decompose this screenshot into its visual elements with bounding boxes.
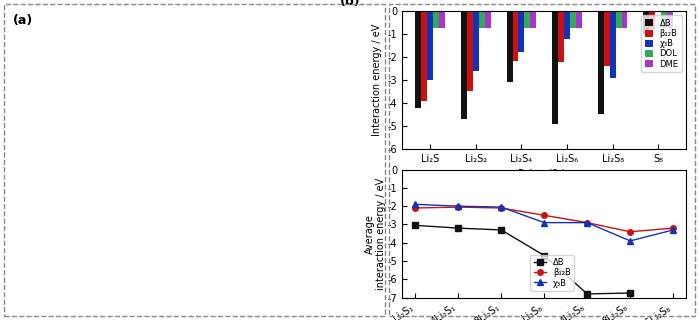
ΔB	[540, 254, 549, 258]
β₁₂B	[583, 221, 592, 225]
Y-axis label: Average
interaction energy / eV: Average interaction energy / eV	[365, 178, 386, 290]
Bar	[531, 11, 536, 28]
Bar	[524, 11, 531, 28]
Bar	[421, 11, 427, 100]
Text: (b): (b)	[340, 0, 360, 8]
ΔB	[454, 226, 463, 230]
Bar	[467, 11, 473, 92]
Line: β₁₂B: β₁₂B	[412, 204, 676, 235]
Bar	[507, 11, 512, 82]
Y-axis label: Interaction energy / eV: Interaction energy / eV	[372, 24, 382, 136]
χ₃B	[454, 204, 463, 208]
Bar	[604, 11, 610, 66]
Bar	[512, 11, 519, 60]
β₁₂B	[411, 206, 419, 210]
Bar	[662, 11, 667, 28]
Bar	[415, 11, 421, 108]
Text: (a): (a)	[13, 13, 34, 27]
Bar	[622, 11, 627, 28]
β₁₂B	[497, 206, 505, 210]
Bar	[598, 11, 604, 114]
Bar	[427, 11, 433, 80]
χ₃B	[497, 205, 505, 209]
Bar	[655, 11, 662, 12]
Bar	[479, 11, 484, 28]
χ₃B	[540, 221, 549, 225]
Bar	[473, 11, 479, 71]
Bar	[667, 11, 673, 28]
Bar	[570, 11, 576, 28]
ΔB	[411, 223, 419, 227]
ΔB	[626, 291, 634, 295]
χ₃B	[669, 228, 678, 232]
β₁₂B	[669, 226, 678, 230]
Bar	[564, 11, 570, 39]
β₁₂B	[540, 213, 549, 217]
β₁₂B	[454, 205, 463, 209]
Bar	[484, 11, 491, 28]
Bar	[610, 11, 615, 78]
Bar	[461, 11, 467, 119]
Bar	[558, 11, 564, 62]
Legend: ΔB, β₁₂B, χ₃B: ΔB, β₁₂B, χ₃B	[531, 255, 574, 291]
ΔB	[497, 228, 505, 232]
Bar	[576, 11, 582, 28]
β₁₂B	[626, 230, 634, 234]
ΔB	[583, 292, 592, 296]
χ₃B	[411, 203, 419, 206]
X-axis label: Polysulfide: Polysulfide	[518, 169, 570, 179]
Bar	[650, 11, 655, 29]
Bar	[552, 11, 558, 124]
Bar	[615, 11, 622, 28]
Line: χ₃B: χ₃B	[412, 202, 676, 244]
Bar	[519, 11, 524, 52]
Bar	[439, 11, 445, 28]
Legend: ΔB, β₁₂B, χ₃B, DOL, DME: ΔB, β₁₂B, χ₃B, DOL, DME	[641, 15, 682, 72]
Bar	[433, 11, 439, 28]
χ₃B	[583, 221, 592, 225]
Bar	[643, 11, 650, 34]
Line: ΔB: ΔB	[412, 223, 633, 297]
χ₃B	[626, 239, 634, 243]
